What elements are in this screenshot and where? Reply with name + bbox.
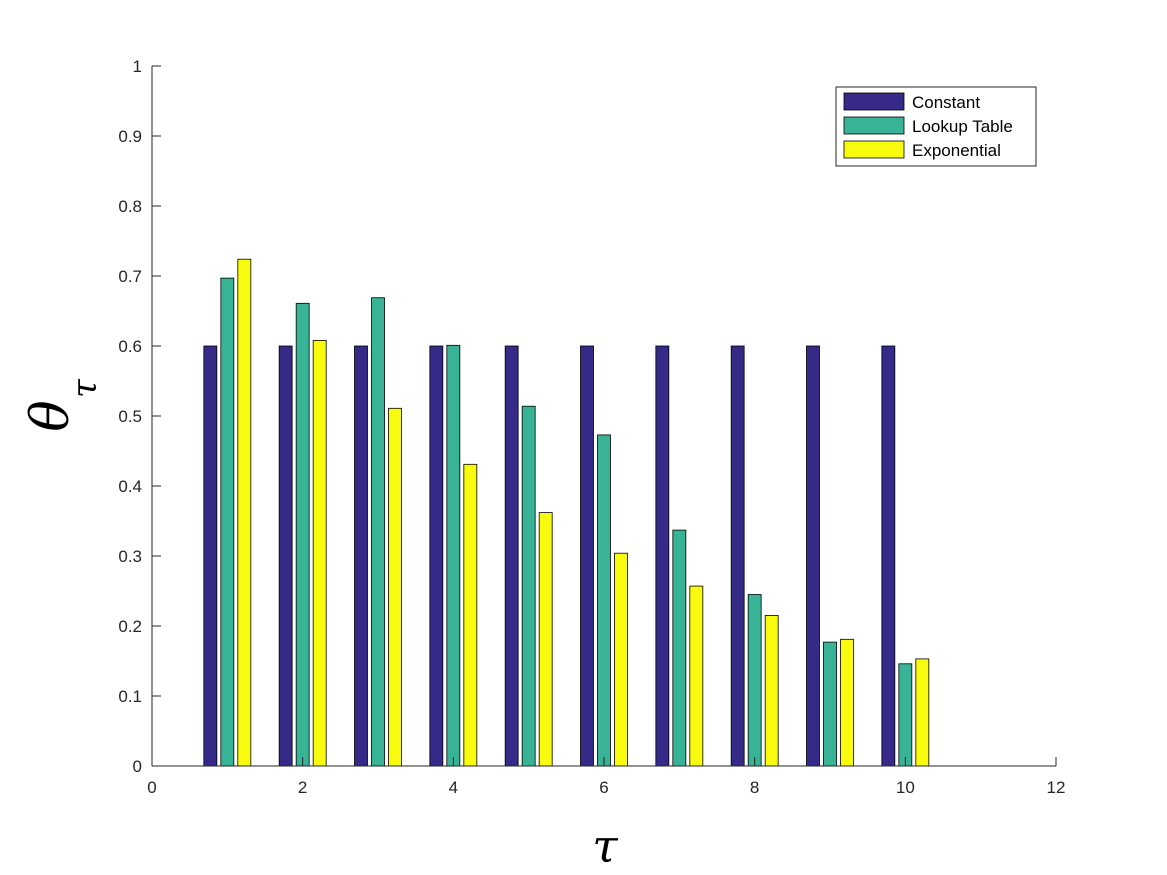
y-tick-label: 0.8 [118, 197, 142, 216]
y-axis-label-main: θ [21, 400, 81, 431]
x-tick-label: 12 [1047, 778, 1066, 797]
x-tick-label: 0 [147, 778, 156, 797]
bar-constant-8 [730, 345, 745, 767]
x-tick-label: 10 [896, 778, 915, 797]
legend-label-lookup-table: Lookup Table [912, 117, 1013, 136]
y-tick-label: 0.6 [118, 337, 142, 356]
bar-constant-3 [354, 345, 368, 767]
bar-lookup-table-4 [446, 344, 461, 767]
bar-constant-10 [881, 345, 896, 767]
y-tick-label: 0 [133, 757, 142, 776]
x-tick-label: 2 [298, 778, 307, 797]
bar-exponential-8 [764, 615, 779, 767]
legend-swatch-exponential [843, 140, 905, 159]
bar-exponential-1 [237, 258, 252, 767]
bar-exponential-6 [614, 552, 628, 767]
y-tick-label: 0.2 [118, 617, 142, 636]
bar-exponential-7 [689, 585, 704, 767]
y-tick-label: 0.3 [118, 547, 142, 566]
y-tick-label: 1 [133, 57, 142, 76]
bar-lookup-table-5 [521, 405, 536, 767]
bar-exponential-4 [463, 463, 478, 767]
bar-constant-4 [429, 345, 444, 767]
bar-lookup-table-3 [371, 297, 385, 767]
bar-lookup-table-8 [747, 594, 762, 767]
bar-exponential-5 [538, 512, 553, 767]
x-tick-label: 4 [449, 778, 458, 797]
x-tick-label: 6 [599, 778, 608, 797]
y-tick-label: 0.7 [118, 267, 142, 286]
x-tick-label: 8 [750, 778, 759, 797]
bar-constant-7 [655, 345, 670, 767]
bar-lookup-table-2 [295, 302, 310, 767]
y-axis-label-subscript: τ [65, 378, 105, 398]
ticks-layer: 00.10.20.30.40.50.60.70.80.910 2 4 6 8 10 12 [118, 57, 1065, 797]
bar-constant-2 [278, 345, 293, 767]
bar-constant-5 [504, 345, 519, 767]
bar-lookup-table-7 [672, 529, 687, 767]
bar-constant-9 [806, 345, 820, 767]
x-axis-label: τ [592, 819, 619, 873]
bar-constant-6 [580, 345, 594, 767]
bar-lookup-table-10 [898, 663, 913, 767]
bar-lookup-table-1 [220, 277, 235, 767]
y-axis-label: θ τ [21, 378, 105, 432]
y-tick-label: 0.5 [118, 407, 142, 426]
y-tick-label: 0.1 [118, 687, 142, 706]
legend-swatch-constant [843, 92, 905, 111]
bars-layer [203, 258, 930, 767]
y-tick-label: 0.9 [118, 127, 142, 146]
bar-exponential-9 [840, 638, 854, 767]
bar-exponential-3 [388, 407, 402, 767]
legend-label-exponential: Exponential [912, 141, 1001, 160]
legend: Constant Lookup Table Exponential [835, 86, 1037, 167]
legend-label-constant: Constant [912, 93, 980, 112]
bar-exponential-10 [915, 658, 930, 767]
bar-lookup-table-9 [823, 641, 837, 767]
bar-exponential-2 [312, 339, 327, 767]
y-tick-label: 0.4 [118, 477, 142, 496]
legend-swatch-lookup-table [843, 116, 905, 135]
bar-lookup-table-6 [597, 434, 611, 767]
bar-constant-1 [203, 345, 218, 767]
